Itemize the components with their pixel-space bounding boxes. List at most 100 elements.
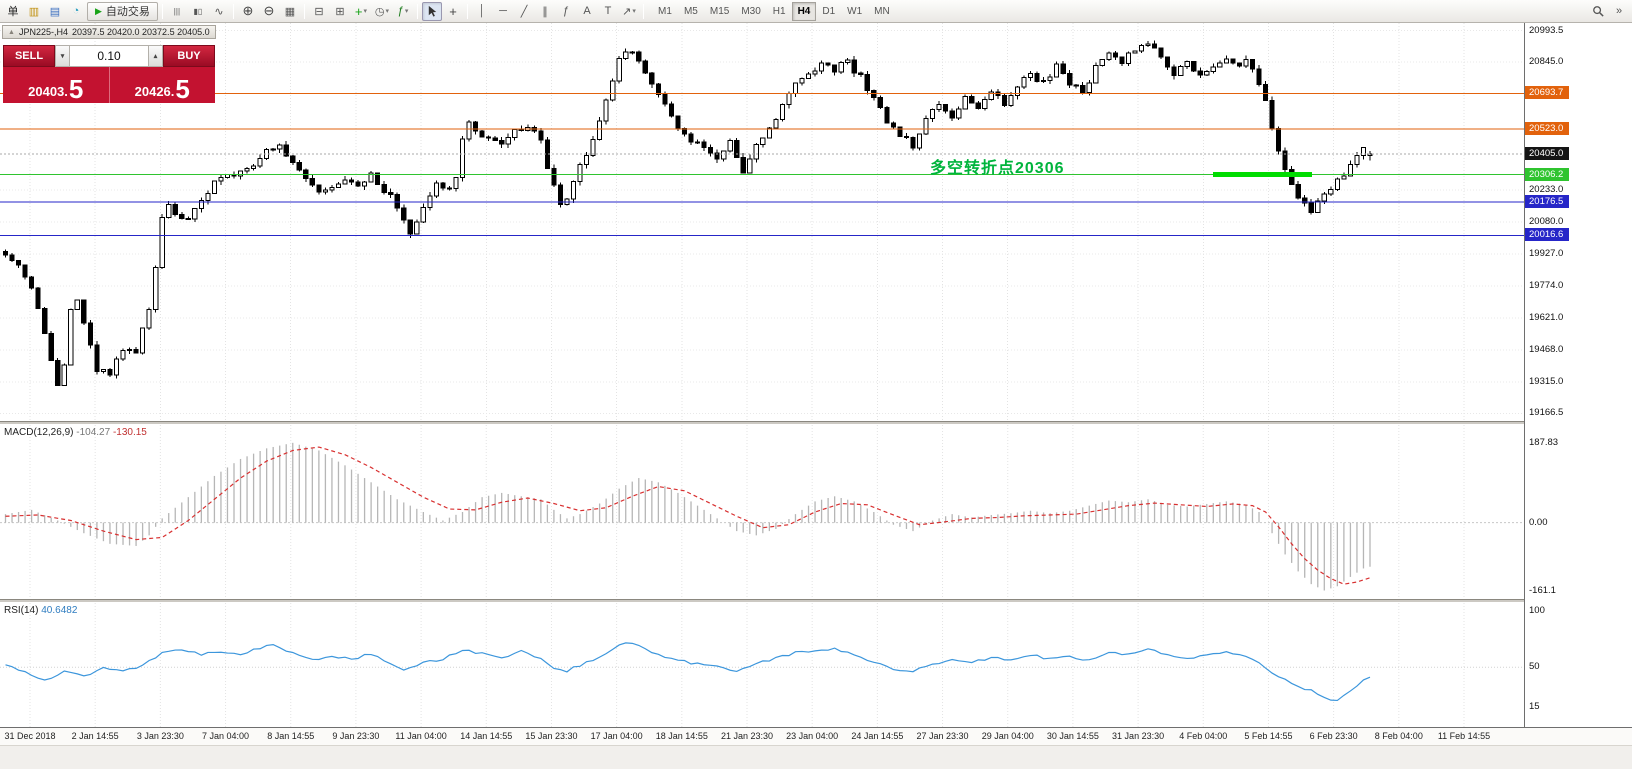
chart-ohlc: 20397.5 20420.0 20372.5 20405.0 <box>71 27 210 37</box>
time-label: 27 Jan 23:30 <box>916 731 969 741</box>
vertical-line-icon[interactable]: │ <box>478 5 486 17</box>
chevron-down-icon: ▾ <box>60 53 65 60</box>
sell-button[interactable]: SELL <box>3 45 55 67</box>
axis-label: 20233.0 <box>1529 183 1564 195</box>
pane-divider[interactable] <box>0 599 1632 603</box>
line-chart-icon[interactable]: ∿ <box>214 5 224 18</box>
volume-decrease-button[interactable]: ▾ <box>55 45 70 67</box>
search-icon[interactable] <box>1588 2 1608 21</box>
chevron-down-icon: ▾ <box>632 8 636 15</box>
pane-divider[interactable] <box>0 421 1632 425</box>
time-label: 8 Feb 04:00 <box>1374 731 1423 741</box>
price-line-badge: 20176.5 <box>1525 194 1569 208</box>
macd-label: MACD(12,26,9) -104.27 -130.15 <box>4 427 147 438</box>
toolbar-separator <box>467 3 469 19</box>
axis-label: 19166.5 <box>1529 407 1564 419</box>
label-icon[interactable]: T <box>604 5 612 17</box>
ask-price-pips: 5 <box>175 73 190 104</box>
rsi-chart[interactable] <box>0 603 1524 727</box>
buy-button[interactable]: BUY <box>163 45 215 67</box>
macd-name: MACD(12,26,9) <box>4 427 74 438</box>
channel-icon[interactable]: ∥ <box>542 5 548 18</box>
price-line-badge: 20405.0 <box>1525 146 1569 160</box>
zoom-in-icon[interactable]: ⊕ <box>242 3 254 18</box>
periods-icon[interactable]: ◷ ▾ <box>374 5 390 18</box>
time-label: 3 Jan 23:30 <box>136 731 184 741</box>
autotrade-label: 自动交易 <box>105 6 150 18</box>
horizontal-line-icon[interactable]: ─ <box>499 5 507 17</box>
indicators-icon[interactable]: ƒ ▾ <box>397 5 409 17</box>
axis-label: 19927.0 <box>1529 248 1564 260</box>
macd-pane[interactable]: MACD(12,26,9) -104.27 -130.15 <box>0 425 1524 599</box>
axis-label: 100 <box>1529 604 1545 616</box>
timeframe-h1[interactable]: H1 <box>772 5 786 17</box>
cursor-icon[interactable] <box>422 1 443 21</box>
timeframe-d1[interactable]: D1 <box>822 5 836 17</box>
cascade-windows-icon[interactable]: ⊟ <box>314 5 324 18</box>
time-label: 2 Jan 14:55 <box>71 731 119 741</box>
chevron-down-icon: ▾ <box>363 8 367 15</box>
chart-title: JPN225-,H4 <box>18 27 68 37</box>
volume-increase-button[interactable]: ▴ <box>148 45 163 67</box>
timeframe-m30[interactable]: M30 <box>741 5 761 17</box>
arrows-icon[interactable]: ↗ ▾ <box>622 5 636 18</box>
time-label: 17 Jan 04:00 <box>590 731 643 741</box>
timeframe-m15[interactable]: M15 <box>709 5 730 17</box>
price-axis[interactable]: 20993.5 20845.0 20233.0 20080.0 19927.0 19774… <box>1524 23 1632 727</box>
axis-label: 19774.0 <box>1529 280 1564 292</box>
time-axis[interactable]: 31 Dec 2018 2 Jan 14:55 3 Jan 23:30 7 Jan 0… <box>0 727 1632 745</box>
alerts-icon[interactable]: ◔ <box>72 5 80 17</box>
trendline-icon[interactable]: ╱ <box>520 5 528 18</box>
zoom-out-icon[interactable]: ⊖ <box>263 3 275 18</box>
axis-label: 20080.0 <box>1529 216 1564 227</box>
axis-label: 50 <box>1529 661 1540 673</box>
bid-price[interactable]: 20403. 5 <box>3 67 110 103</box>
crosshair-icon[interactable]: + <box>449 3 457 19</box>
chevron-up-icon: ▴ <box>153 53 158 60</box>
arrange-windows-icon[interactable]: ⊞ <box>335 5 345 18</box>
rsi-pane[interactable]: RSI(14) 40.6482 <box>0 603 1524 727</box>
toolbar: 单 ▥ ▤ ◔ ▶ 自动交易 ||| ▮▯ ∿ ⊕ ⊖ ▦ ⊟ ⊞ + ▾ ◷ ▾ ƒ ▾ + │ ─ ╱ ∥ ƒ A T ↗ ▾ M1 M5… <box>0 0 1632 23</box>
toolbar-overflow-icon[interactable]: » <box>1615 5 1623 17</box>
play-icon: ▶ <box>95 5 102 16</box>
ask-price[interactable]: 20426. 5 <box>109 67 215 104</box>
fibonacci-icon[interactable]: ƒ <box>562 5 570 17</box>
toolbar-separator <box>232 3 234 19</box>
tile-windows-icon[interactable]: ▦ <box>284 5 296 18</box>
time-label: 14 Jan 14:55 <box>460 731 513 741</box>
axis-label: 187.83 <box>1529 436 1559 448</box>
new-chart-icon[interactable]: ▥ <box>28 5 40 18</box>
time-label: 23 Jan 04:00 <box>786 731 839 741</box>
candlestick-chart-icon[interactable]: ▮▯ <box>193 6 203 16</box>
toolbar-separator <box>417 3 419 19</box>
timeframe-m5[interactable]: M5 <box>683 5 698 17</box>
volume-input[interactable]: 0.10 <box>70 45 148 67</box>
macd-chart[interactable] <box>0 425 1524 599</box>
time-label: 29 Jan 04:00 <box>981 731 1034 741</box>
axis-label: 20845.0 <box>1529 55 1564 67</box>
autotrade-button[interactable]: ▶ 自动交易 <box>87 1 158 21</box>
axis-label: -161.1 <box>1529 584 1556 596</box>
macd-signal-value: -130.15 <box>112 427 147 438</box>
price-line-badge: 20523.0 <box>1525 122 1569 136</box>
candlestick-chart[interactable] <box>0 23 1524 421</box>
new-order-button[interactable]: 单 <box>7 6 19 18</box>
main-chart-pane[interactable]: ▲ JPN225-,H4 20397.5 20420.0 20372.5 204… <box>0 23 1524 421</box>
time-label: 8 Jan 14:55 <box>267 731 315 741</box>
timeframe-mn[interactable]: MN <box>874 5 890 17</box>
time-label: 31 Jan 23:30 <box>1112 731 1165 741</box>
chart-annotation: 多空转折点20306 <box>930 159 1065 177</box>
time-label: 24 Jan 14:55 <box>851 731 904 741</box>
axis-label: 0.00 <box>1529 516 1548 528</box>
price-line-badge: 20306.2 <box>1525 167 1569 181</box>
bar-chart-icon[interactable]: ||| <box>173 6 181 16</box>
time-label: 4 Feb 04:00 <box>1179 731 1228 741</box>
timeframe-h4[interactable]: H4 <box>791 1 817 21</box>
new-chart-button[interactable]: + ▾ <box>354 3 367 19</box>
text-icon[interactable]: A <box>583 5 591 17</box>
timeframe-w1[interactable]: W1 <box>847 5 863 17</box>
chart-title-chip[interactable]: ▲ JPN225-,H4 20397.5 20420.0 20372.5 204… <box>2 25 216 39</box>
profiles-icon[interactable]: ▤ <box>49 5 61 18</box>
time-label: 31 Dec 2018 <box>4 731 56 741</box>
timeframe-m1[interactable]: M1 <box>658 5 672 17</box>
